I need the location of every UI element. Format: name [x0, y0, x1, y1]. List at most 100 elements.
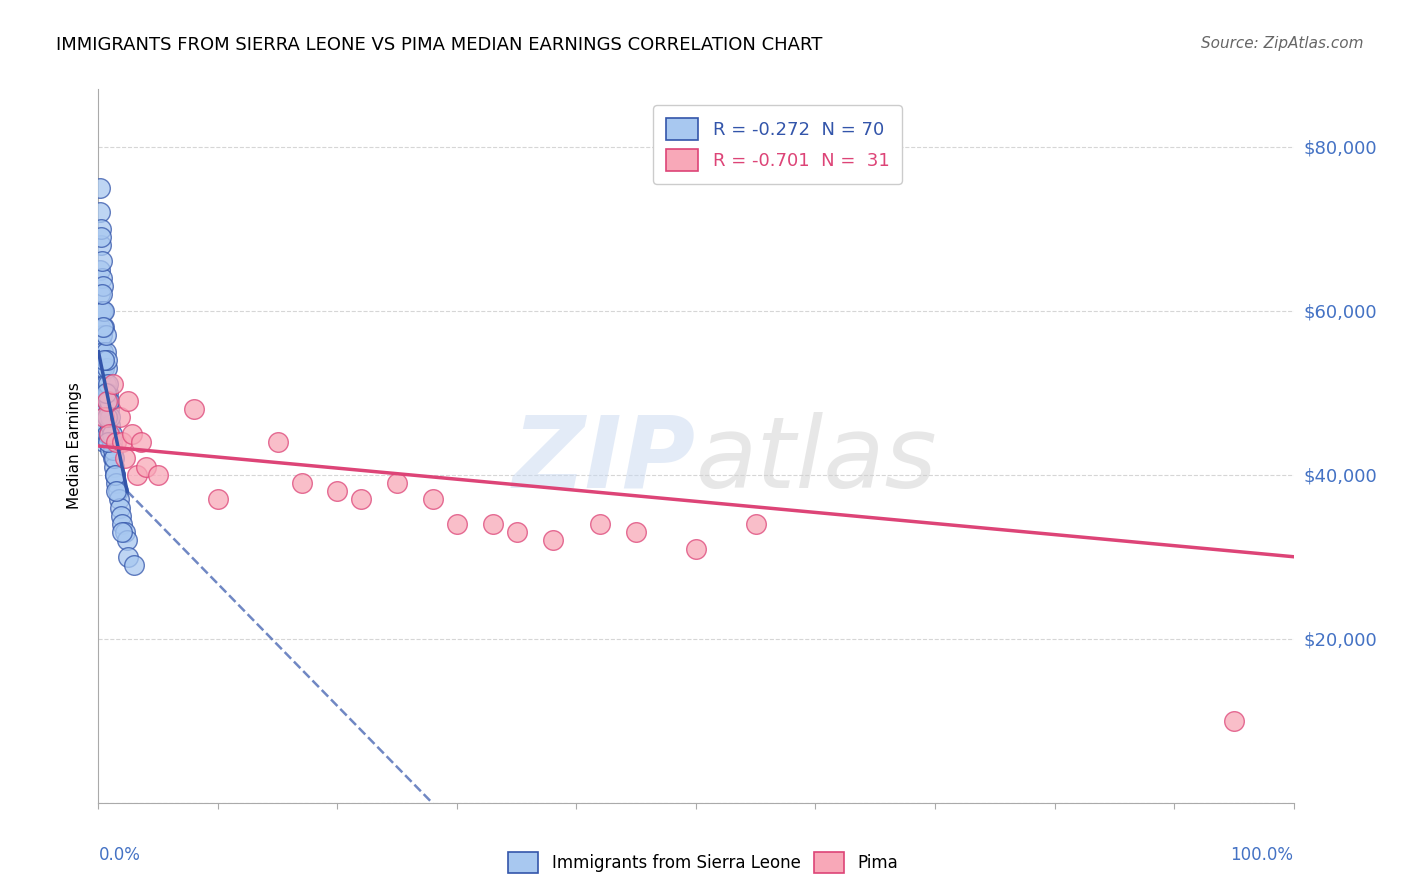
Point — [326, 484, 349, 499]
Point — [93, 352, 115, 367]
Point — [93, 320, 115, 334]
Point — [98, 426, 121, 441]
Point — [93, 361, 115, 376]
Text: 100.0%: 100.0% — [1230, 846, 1294, 863]
Point — [117, 549, 139, 564]
Point — [148, 467, 170, 482]
Point — [94, 328, 117, 343]
Point — [96, 410, 118, 425]
Point — [96, 361, 118, 376]
Point — [90, 230, 112, 244]
Point — [481, 516, 505, 531]
Point — [90, 336, 112, 351]
Point — [91, 385, 114, 400]
Point — [89, 205, 111, 219]
Point — [91, 361, 114, 376]
Point — [96, 426, 118, 441]
Point — [91, 279, 114, 293]
Point — [125, 467, 148, 482]
Point — [91, 344, 114, 359]
Point — [91, 320, 114, 334]
Point — [91, 303, 114, 318]
Point — [107, 492, 129, 507]
Point — [541, 533, 564, 548]
Point — [135, 459, 157, 474]
Point — [89, 320, 111, 334]
Point — [183, 402, 205, 417]
Point — [108, 410, 131, 425]
Point — [104, 467, 127, 482]
Point — [89, 262, 111, 277]
Point — [93, 410, 115, 425]
Point — [350, 492, 373, 507]
Text: 0.0%: 0.0% — [98, 846, 141, 863]
Point — [89, 180, 111, 194]
Point — [90, 303, 112, 318]
Point — [117, 393, 139, 408]
Point — [97, 377, 120, 392]
Point — [98, 402, 121, 417]
Point — [446, 516, 468, 531]
Point — [94, 385, 117, 400]
Point — [89, 344, 111, 359]
Point — [267, 434, 290, 449]
Point — [94, 377, 117, 392]
Point — [104, 467, 127, 482]
Legend: Immigrants from Sierra Leone, Pima: Immigrants from Sierra Leone, Pima — [502, 846, 904, 880]
Point — [385, 475, 409, 490]
Point — [98, 443, 122, 458]
Point — [291, 475, 314, 490]
Point — [90, 369, 112, 384]
Point — [207, 492, 229, 507]
Point — [91, 402, 114, 417]
Point — [97, 410, 120, 425]
Point — [91, 254, 114, 268]
Text: IMMIGRANTS FROM SIERRA LEONE VS PIMA MEDIAN EARNINGS CORRELATION CHART: IMMIGRANTS FROM SIERRA LEONE VS PIMA MED… — [56, 36, 823, 54]
Point — [589, 516, 612, 531]
Point — [422, 492, 444, 507]
Point — [1223, 714, 1246, 728]
Text: Source: ZipAtlas.com: Source: ZipAtlas.com — [1201, 36, 1364, 51]
Point — [93, 385, 115, 400]
Point — [96, 393, 118, 408]
Point — [103, 459, 125, 474]
Point — [98, 410, 122, 425]
Point — [97, 434, 120, 449]
Point — [114, 525, 136, 540]
Text: ZIP: ZIP — [513, 412, 696, 508]
Point — [91, 270, 114, 285]
Point — [93, 434, 115, 449]
Point — [91, 287, 114, 301]
Point — [124, 558, 146, 572]
Point — [100, 434, 122, 449]
Point — [506, 525, 529, 540]
Point — [98, 418, 122, 433]
Point — [93, 410, 115, 425]
Point — [89, 287, 111, 301]
Point — [114, 451, 136, 466]
Point — [121, 426, 143, 441]
Point — [94, 344, 117, 359]
Text: atlas: atlas — [696, 412, 938, 508]
Point — [105, 484, 128, 499]
Point — [108, 500, 131, 515]
Point — [91, 328, 114, 343]
Y-axis label: Median Earnings: Median Earnings — [66, 383, 82, 509]
Point — [98, 393, 121, 408]
Point — [105, 434, 128, 449]
Point — [90, 221, 112, 235]
Point — [101, 451, 124, 466]
Point — [107, 484, 129, 499]
Point — [745, 516, 768, 531]
Point — [100, 426, 122, 441]
Point — [96, 393, 118, 408]
Point — [96, 352, 118, 367]
Point — [105, 475, 128, 490]
Point — [111, 434, 134, 449]
Point — [94, 418, 117, 433]
Point — [101, 377, 124, 392]
Point — [685, 541, 707, 556]
Point — [90, 238, 112, 252]
Point — [131, 434, 153, 449]
Point — [115, 533, 138, 548]
